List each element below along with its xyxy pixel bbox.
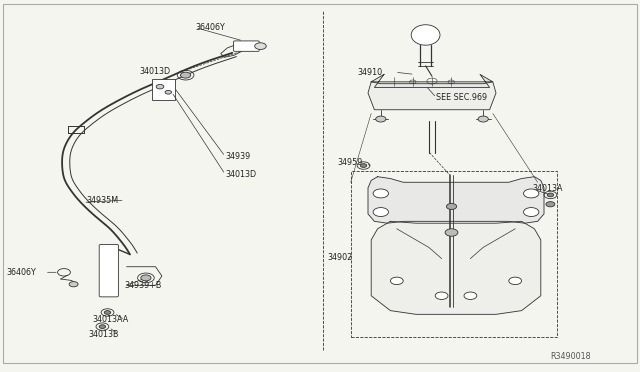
Circle shape (69, 282, 78, 287)
Ellipse shape (412, 25, 440, 45)
Text: 34959: 34959 (338, 158, 364, 167)
Polygon shape (368, 177, 544, 223)
Circle shape (435, 292, 448, 299)
Circle shape (373, 189, 388, 198)
Circle shape (255, 43, 266, 49)
Text: 34910: 34910 (357, 68, 382, 77)
Circle shape (478, 116, 488, 122)
FancyBboxPatch shape (99, 244, 118, 297)
Text: 34939: 34939 (225, 152, 250, 161)
Circle shape (141, 275, 151, 281)
Circle shape (360, 164, 367, 167)
Circle shape (180, 72, 191, 78)
Polygon shape (371, 74, 493, 87)
Text: 34935M: 34935M (86, 196, 118, 205)
Text: 34939+B: 34939+B (125, 281, 162, 290)
Circle shape (509, 277, 522, 285)
Circle shape (524, 208, 539, 217)
Circle shape (104, 311, 111, 314)
Text: 34013AA: 34013AA (93, 315, 129, 324)
Text: R3490018: R3490018 (550, 352, 591, 361)
Circle shape (464, 292, 477, 299)
Circle shape (373, 208, 388, 217)
Text: 36406Y: 36406Y (6, 268, 36, 277)
Circle shape (445, 229, 458, 236)
Text: 34013D: 34013D (140, 67, 171, 76)
Text: 34013D: 34013D (225, 170, 257, 179)
Circle shape (99, 325, 106, 328)
Circle shape (376, 116, 386, 122)
Circle shape (165, 90, 172, 94)
Circle shape (390, 277, 403, 285)
Bar (152, 79, 175, 100)
Text: SEE SEC.969: SEE SEC.969 (436, 93, 488, 102)
Bar (351, 171, 557, 337)
Circle shape (524, 189, 539, 198)
Text: 36406Y: 36406Y (195, 23, 225, 32)
Polygon shape (371, 221, 541, 314)
Polygon shape (368, 82, 496, 110)
Circle shape (156, 84, 164, 89)
Text: 34013A: 34013A (532, 185, 563, 193)
Text: 34013B: 34013B (88, 330, 119, 339)
Circle shape (547, 193, 554, 197)
Text: 34902: 34902 (328, 253, 353, 262)
Circle shape (446, 203, 456, 209)
FancyBboxPatch shape (234, 41, 259, 51)
Circle shape (546, 202, 555, 207)
